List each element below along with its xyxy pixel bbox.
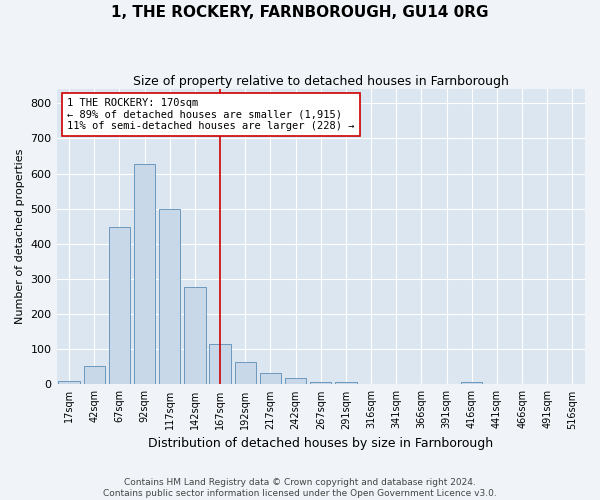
Y-axis label: Number of detached properties: Number of detached properties — [15, 149, 25, 324]
Bar — [235, 362, 256, 384]
Title: Size of property relative to detached houses in Farnborough: Size of property relative to detached ho… — [133, 75, 509, 88]
Bar — [209, 344, 231, 385]
Bar — [159, 210, 181, 384]
Bar — [134, 164, 155, 384]
Bar — [58, 381, 80, 384]
Bar — [461, 382, 482, 384]
Bar — [184, 286, 206, 384]
Bar — [109, 228, 130, 384]
Bar — [83, 366, 105, 384]
Bar — [335, 382, 356, 384]
Bar — [260, 373, 281, 384]
Bar — [285, 378, 307, 384]
Text: 1, THE ROCKERY, FARNBOROUGH, GU14 0RG: 1, THE ROCKERY, FARNBOROUGH, GU14 0RG — [111, 5, 489, 20]
Bar — [310, 382, 331, 384]
Text: 1 THE ROCKERY: 170sqm
← 89% of detached houses are smaller (1,915)
11% of semi-d: 1 THE ROCKERY: 170sqm ← 89% of detached … — [67, 98, 355, 131]
X-axis label: Distribution of detached houses by size in Farnborough: Distribution of detached houses by size … — [148, 437, 493, 450]
Text: Contains HM Land Registry data © Crown copyright and database right 2024.
Contai: Contains HM Land Registry data © Crown c… — [103, 478, 497, 498]
